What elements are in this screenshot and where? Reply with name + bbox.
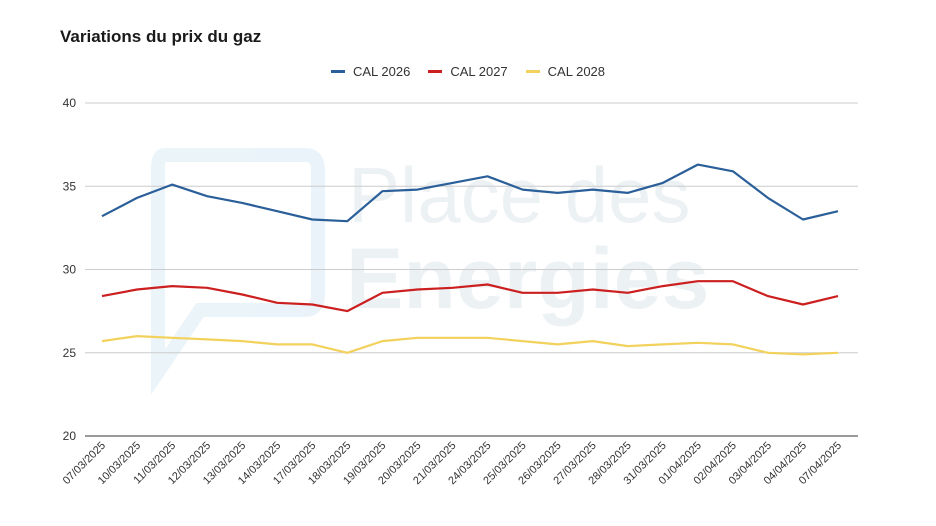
legend-label: CAL 2028 [547,64,606,79]
y-tick-label: 35 [63,179,77,193]
legend-swatch [330,70,345,73]
y-axis: 20 25 30 35 40 [63,96,77,443]
series-line-cal-2026 [101,163,839,223]
x-axis: 07/03/202510/03/202511/03/202512/03/2025… [61,440,844,487]
watermark-logo-shape [151,148,325,395]
legend-swatch [525,70,540,73]
series-line-cal-2027 [101,280,839,313]
legend-item[interactable]: CAL 2026 [330,64,411,79]
legend: CAL 2026 CAL 2027 CAL 2028 [0,64,936,79]
watermark-line1: Place des [348,151,691,239]
series-lines [101,163,839,356]
y-tick-label: 25 [63,346,77,360]
series-line-cal-2028 [101,335,839,356]
legend-swatch [428,70,443,73]
gridlines [85,102,858,437]
y-tick-label: 40 [63,96,77,110]
y-tick-label: 20 [63,429,77,443]
legend-item[interactable]: CAL 2027 [428,64,508,79]
legend-label: CAL 2026 [352,64,411,79]
legend-label: CAL 2027 [450,64,508,79]
watermark-logo: Place des Energies [151,148,709,395]
legend-item[interactable]: CAL 2028 [525,64,606,79]
chart-title: Variations du prix du gaz [60,27,262,46]
watermark-line2: Energies [346,231,709,327]
y-tick-label: 30 [63,263,77,277]
